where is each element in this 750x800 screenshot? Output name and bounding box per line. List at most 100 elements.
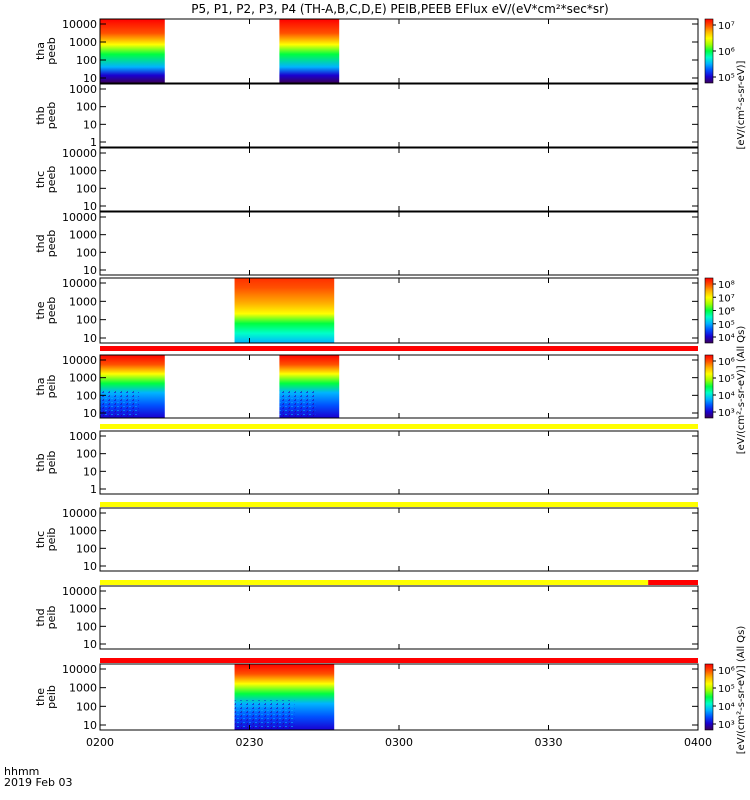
y-tick-label: 100: [76, 542, 97, 555]
y-tick-label: 1000: [69, 430, 97, 443]
y-tick-label: 10: [83, 638, 97, 651]
status-bar: [100, 346, 698, 351]
panel-frame: [99, 211, 699, 276]
y-tick-label: 10: [83, 465, 97, 478]
y-tick-label: 100: [76, 101, 97, 114]
y-tick-label: 100: [76, 54, 97, 67]
y-tick-label: 1: [90, 136, 97, 149]
panel-frame: [99, 18, 699, 84]
x-tick-label: 0230: [236, 736, 264, 749]
chart-title: P5, P1, P2, P3, P4 (TH-A,B,C,D,E) PEIB,P…: [191, 2, 608, 16]
y-axis-label: peeb: [45, 37, 58, 65]
y-tick-label: 10000: [62, 211, 97, 224]
panel-frame: [99, 147, 699, 212]
y-tick-label: 100: [76, 700, 97, 713]
y-tick-label: 1000: [69, 229, 97, 242]
colorbar-gradient: [704, 277, 714, 344]
y-tick-label: 1000: [69, 525, 97, 538]
panel-stack: 10100100010000thapeeb10⁵10⁶10⁷1101001000…: [34, 18, 735, 732]
colorbar-label-bottom: [eV/(cm²-s-sr-eV)] (All Qs): [736, 626, 747, 755]
y-tick-label: 1000: [69, 83, 97, 96]
y-tick-label: 1000: [69, 36, 97, 49]
y-axis-label: thb: [34, 453, 47, 471]
y-axis-label: peeb: [45, 102, 58, 130]
x-tick-label: 0400: [684, 736, 712, 749]
y-tick-label: 10000: [62, 18, 97, 31]
colorbar-label-middle: [eV/(cm²-s-sr-eV)] (All Qs): [736, 326, 747, 455]
colorbar-tick-label: 10⁴: [718, 702, 735, 713]
colorbar-tick-label: 10⁶: [718, 666, 735, 677]
y-axis-label: thc: [34, 531, 47, 548]
y-tick-label: 10000: [62, 147, 97, 160]
colorbar-gradient: [704, 18, 714, 84]
colorbar-tick-label: 10⁴: [718, 391, 735, 402]
spectrogram-block: [234, 278, 335, 343]
y-axis-label: peib: [45, 451, 58, 475]
panel-frame: [99, 663, 699, 731]
colorbar-label-top: [eV/(cm²-s-sr-eV)]: [736, 60, 747, 149]
colorbar-gradient: [704, 663, 714, 731]
colorbar-tick-label: 10⁷: [718, 293, 735, 304]
colorbar-tick-label: 10⁶: [718, 47, 735, 58]
y-tick-label: 10000: [62, 663, 97, 676]
x-tick-label: 0330: [535, 736, 563, 749]
y-tick-label: 100: [76, 182, 97, 195]
y-tick-label: 10000: [62, 507, 97, 520]
status-bar: [100, 502, 698, 507]
colorbar: 10³ 10⁴ 10⁵ 10⁶: [704, 354, 735, 419]
status-bar: [100, 424, 698, 429]
colorbar-tick-label: 10⁵: [718, 320, 735, 331]
y-axis-label: peib: [45, 375, 58, 399]
y-tick-label: 100: [76, 448, 97, 461]
colorbar-tick-label: 10⁶: [718, 357, 735, 368]
y-tick-label: 10: [83, 407, 97, 420]
colorbar-tick-label: 10⁶: [718, 307, 735, 318]
panel-frame: [99, 354, 699, 419]
panel-frame: [99, 277, 699, 344]
x-tick-label: 0200: [86, 736, 114, 749]
status-bar: [100, 658, 698, 663]
y-tick-label: 1000: [69, 372, 97, 385]
colorbar-tick-label: 10⁸: [718, 280, 735, 291]
y-axis-label: peeb: [45, 230, 58, 258]
y-tick-label: 1000: [69, 165, 97, 178]
y-tick-label: 10: [83, 719, 97, 732]
y-axis-label: thc: [34, 171, 47, 188]
x-axis: 0200 0230 0300 0330 0400: [86, 736, 712, 749]
panel-frame: [99, 430, 699, 495]
x-tick-label: 0300: [385, 736, 413, 749]
y-tick-label: 10: [83, 72, 97, 85]
colorbar-tick-label: 10³: [718, 720, 735, 731]
y-tick-label: 10000: [62, 277, 97, 290]
colorbar: 10⁵ 10⁶ 10⁷: [704, 18, 735, 84]
colorbar-tick-label: 10⁴: [718, 333, 735, 344]
spectrogram-block: [279, 19, 340, 83]
panel-frame: [99, 83, 699, 148]
y-tick-label: 1000: [69, 682, 97, 695]
spectrogram-block: [100, 19, 165, 83]
y-axis-label: thd: [34, 608, 47, 626]
colorbar-tick-label: 10⁷: [718, 21, 735, 32]
y-tick-label: 10: [83, 264, 97, 277]
x-axis-date-label: 2019 Feb 03: [4, 776, 72, 789]
y-tick-label: 1000: [69, 295, 97, 308]
panel-frame: [99, 507, 699, 572]
y-tick-label: 100: [76, 314, 97, 327]
colorbar-tick-label: 10³: [718, 408, 735, 419]
y-axis-label: thd: [34, 234, 47, 252]
y-tick-label: 10: [83, 200, 97, 213]
y-tick-label: 1: [90, 483, 97, 496]
x-axis-unit-label: hhmm: [4, 765, 39, 778]
y-axis-label: peib: [45, 685, 58, 709]
y-tick-label: 1000: [69, 603, 97, 616]
status-bar-segment: [648, 580, 698, 585]
